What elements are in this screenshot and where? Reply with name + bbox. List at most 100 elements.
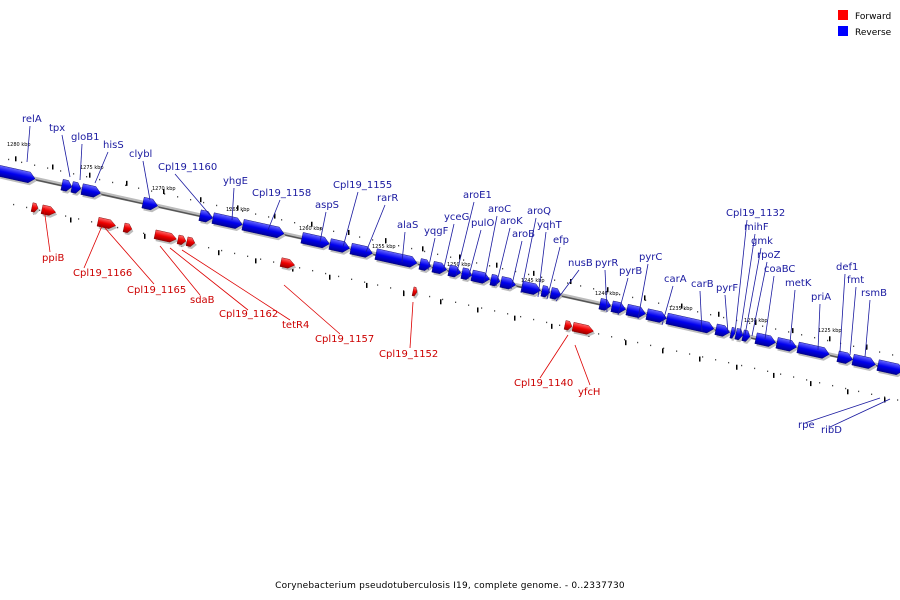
gene-arrow-reverse — [300, 232, 332, 251]
track-dot — [398, 245, 399, 246]
track-dot — [871, 394, 872, 395]
gene-label-reverse: aroE1 — [463, 190, 492, 201]
track-dot — [476, 262, 477, 263]
gene-arrow-reverse — [328, 239, 352, 256]
lower-dotted-track — [13, 204, 898, 403]
track-dot — [793, 376, 794, 377]
gene-label-reverse: mihF — [744, 222, 769, 233]
track-dot — [91, 221, 92, 222]
leader-line — [790, 290, 795, 343]
track-tick — [792, 328, 794, 333]
legend-reverse-swatch — [838, 26, 848, 36]
gene-label-reverse: priA — [811, 292, 831, 303]
track-dot — [580, 285, 581, 286]
track-dot — [299, 267, 300, 268]
gene-label-reverse: aroC — [488, 204, 511, 215]
track-dot — [364, 281, 365, 282]
gene-arrow-reverse — [241, 219, 287, 241]
track-dot — [754, 368, 755, 369]
gene-label-reverse: Cpl19_1155 — [333, 180, 392, 191]
gene-label-reverse: yqhT — [537, 220, 563, 231]
gene-label-reverse: rpoZ — [757, 250, 781, 261]
track-dot — [47, 167, 48, 168]
gene-label-reverse: aroQ — [527, 206, 551, 217]
track-tick — [422, 246, 424, 251]
track-dot — [632, 297, 633, 298]
track-dot — [611, 336, 612, 337]
gene-label-reverse: pyrR — [595, 258, 618, 269]
gene-arrow-forward — [31, 203, 41, 215]
scale-label: 1235 kbp — [669, 306, 693, 312]
track-tick — [70, 217, 72, 222]
gene-label-forward: Cpl19_1165 — [127, 285, 186, 296]
leader-line — [830, 399, 890, 427]
gene-label-reverse: rsmB — [861, 288, 887, 299]
gene-arrow-forward — [186, 237, 198, 250]
track-dot — [780, 373, 781, 374]
track-dot — [268, 216, 269, 217]
gene-label-reverse: pyrC — [639, 252, 662, 263]
leader-line — [850, 287, 856, 355]
track-tick — [477, 307, 479, 312]
track-dot — [73, 173, 74, 174]
leader-line — [575, 345, 590, 385]
track-dot — [78, 218, 79, 219]
gene-label-reverse: carA — [664, 274, 687, 285]
track-dot — [624, 339, 625, 340]
gene-arrow-reverse — [754, 333, 778, 350]
gene-label-reverse: aroK — [500, 216, 523, 227]
leader-line — [818, 304, 820, 350]
gene-label-reverse: nusB — [568, 258, 593, 269]
leader-line — [765, 276, 774, 339]
track-dot — [767, 371, 768, 372]
track-dot — [702, 356, 703, 357]
track-dot — [351, 279, 352, 280]
gene-arrow-reverse — [0, 165, 38, 187]
track-dot — [65, 215, 66, 216]
scale-label: 1240 kbp — [595, 291, 619, 297]
track-dot — [507, 313, 508, 314]
track-dot — [619, 294, 620, 295]
track-dot — [593, 288, 594, 289]
track-dot — [489, 265, 490, 266]
track-dot — [897, 399, 898, 400]
track-dot — [424, 251, 425, 252]
track-dot — [359, 236, 360, 237]
track-dot — [255, 213, 256, 214]
track-dot — [208, 247, 209, 248]
track-dot — [567, 282, 568, 283]
gene-label-reverse: gloB1 — [71, 132, 99, 143]
track-dot — [879, 351, 880, 352]
track-dot — [845, 388, 846, 389]
track-dot — [528, 274, 529, 275]
legend: Forward Reverse — [838, 10, 892, 38]
track-dot — [676, 350, 677, 351]
gene-arrow-reverse — [665, 313, 717, 336]
track-dot — [99, 179, 100, 180]
track-dot — [190, 199, 191, 200]
track-dot — [8, 159, 9, 160]
gene-arrow-reverse — [876, 360, 900, 379]
track-dot — [338, 276, 339, 277]
track-dot — [281, 219, 282, 220]
track-dot — [598, 333, 599, 334]
track-tick — [329, 275, 331, 280]
track-dot — [494, 310, 495, 311]
track-dot — [325, 273, 326, 274]
gene-label-reverse: yceG — [444, 212, 469, 223]
leader-line — [62, 135, 70, 177]
track-dot — [853, 346, 854, 347]
track-dot — [450, 256, 451, 257]
scale-labels: 1280 kbp 1275 kbp 1270 kbp 1265 kbp 1260… — [7, 142, 842, 334]
leader-line — [805, 398, 880, 423]
leader-line — [232, 188, 234, 220]
track-dot — [650, 345, 651, 346]
track-dot — [177, 196, 178, 197]
track-tick — [810, 381, 812, 386]
track-tick — [718, 312, 720, 317]
track-dot — [333, 231, 334, 232]
leader-line — [84, 226, 102, 268]
track-dot — [546, 322, 547, 323]
gene-label-reverse: fmt — [847, 275, 864, 286]
track-dot — [143, 233, 144, 234]
